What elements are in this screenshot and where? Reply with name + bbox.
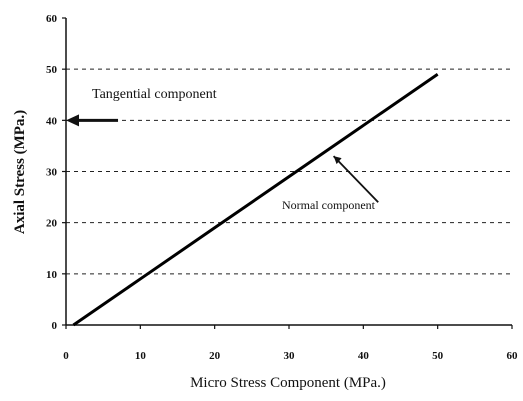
series	[72, 73, 439, 327]
annotations: Tangential component Normal component	[66, 87, 379, 212]
y-axis-title: Axial Stress (MPa.)	[12, 110, 28, 234]
y-tick-label: 10	[46, 269, 58, 281]
x-tick-label: 60	[507, 350, 519, 362]
tangential-label: Tangential component	[92, 87, 217, 102]
y-tick-label: 30	[46, 167, 58, 179]
series-line	[72, 73, 439, 327]
y-tick-label: 0	[52, 320, 58, 332]
x-tick-label: 50	[432, 350, 444, 362]
normal-label: Normal component	[282, 198, 376, 212]
x-tick-label: 0	[63, 350, 69, 362]
x-tick-label: 40	[358, 350, 370, 362]
normal-arrow-line	[332, 155, 379, 203]
tangential-arrow-head	[66, 114, 79, 127]
y-tick-label: 60	[46, 13, 58, 25]
y-tick-label: 50	[46, 64, 58, 76]
x-tick-label: 30	[284, 350, 296, 362]
ticks: 0 10 20 30 40 50 60 0 10 20 30 40 50 60	[46, 13, 518, 362]
grid-lines	[66, 68, 512, 275]
x-axis-title: Micro Stress Component (MPa.)	[190, 375, 386, 391]
normal-arrow-head	[333, 156, 342, 165]
x-tick-label: 10	[135, 350, 147, 362]
x-tick-label: 20	[209, 350, 221, 362]
y-tick-label: 40	[46, 115, 58, 127]
y-tick-label: 20	[46, 218, 58, 230]
